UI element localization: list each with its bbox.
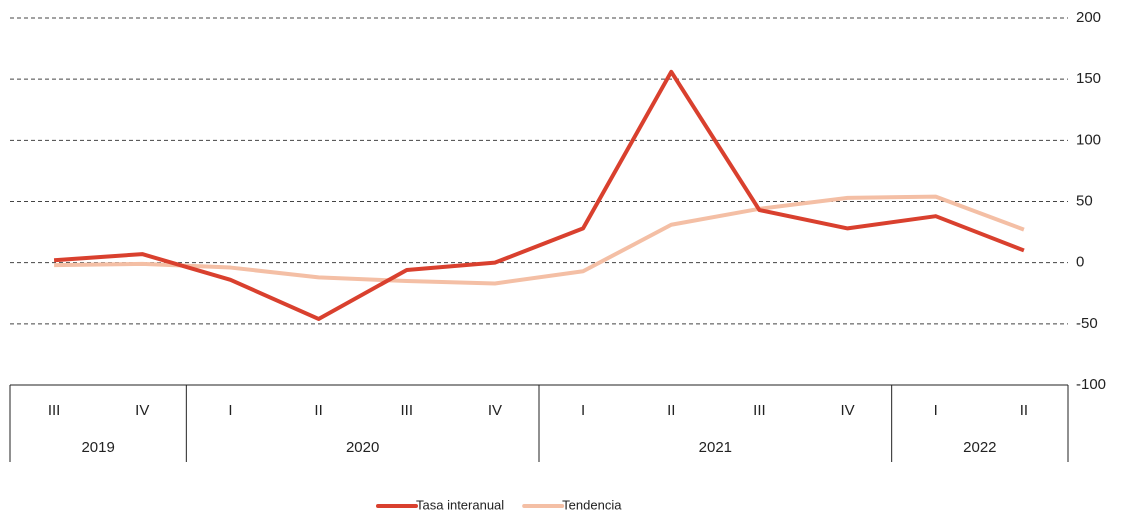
- year-label: 2021: [699, 439, 732, 456]
- legend-label: Tasa interanual: [416, 497, 504, 512]
- legend-label: Tendencia: [562, 497, 622, 512]
- legend: Tasa interanual Tendencia: [376, 497, 622, 512]
- y-tick-label: -100: [1076, 376, 1106, 393]
- y-tick-label: 100: [1076, 131, 1101, 148]
- y-tick-label: 200: [1076, 9, 1101, 26]
- x-tick-label: II: [667, 402, 675, 419]
- x-tick-label: I: [581, 402, 585, 419]
- y-tick-label: 150: [1076, 70, 1101, 87]
- x-tick-label: IV: [840, 402, 854, 419]
- x-tick-label: I: [228, 402, 232, 419]
- line-series: [54, 194, 1025, 286]
- y-tick-label: 50: [1076, 192, 1093, 209]
- x-tick-label: IV: [488, 402, 502, 419]
- x-tick-label: IV: [135, 402, 149, 419]
- y-tick-label: -50: [1076, 315, 1098, 332]
- x-tick-label: III: [753, 402, 766, 419]
- year-label: 2020: [346, 439, 379, 456]
- x-tick-label: II: [1020, 402, 1028, 419]
- x-tick-label: III: [400, 402, 413, 419]
- x-tick-label: I: [934, 402, 938, 419]
- year-label: 2022: [963, 439, 996, 456]
- x-tick-label: II: [314, 402, 322, 419]
- x-tick-label: III: [48, 402, 61, 419]
- y-tick-label: 0: [1076, 254, 1084, 271]
- line-series: [53, 69, 1025, 321]
- year-label: 2019: [81, 439, 114, 456]
